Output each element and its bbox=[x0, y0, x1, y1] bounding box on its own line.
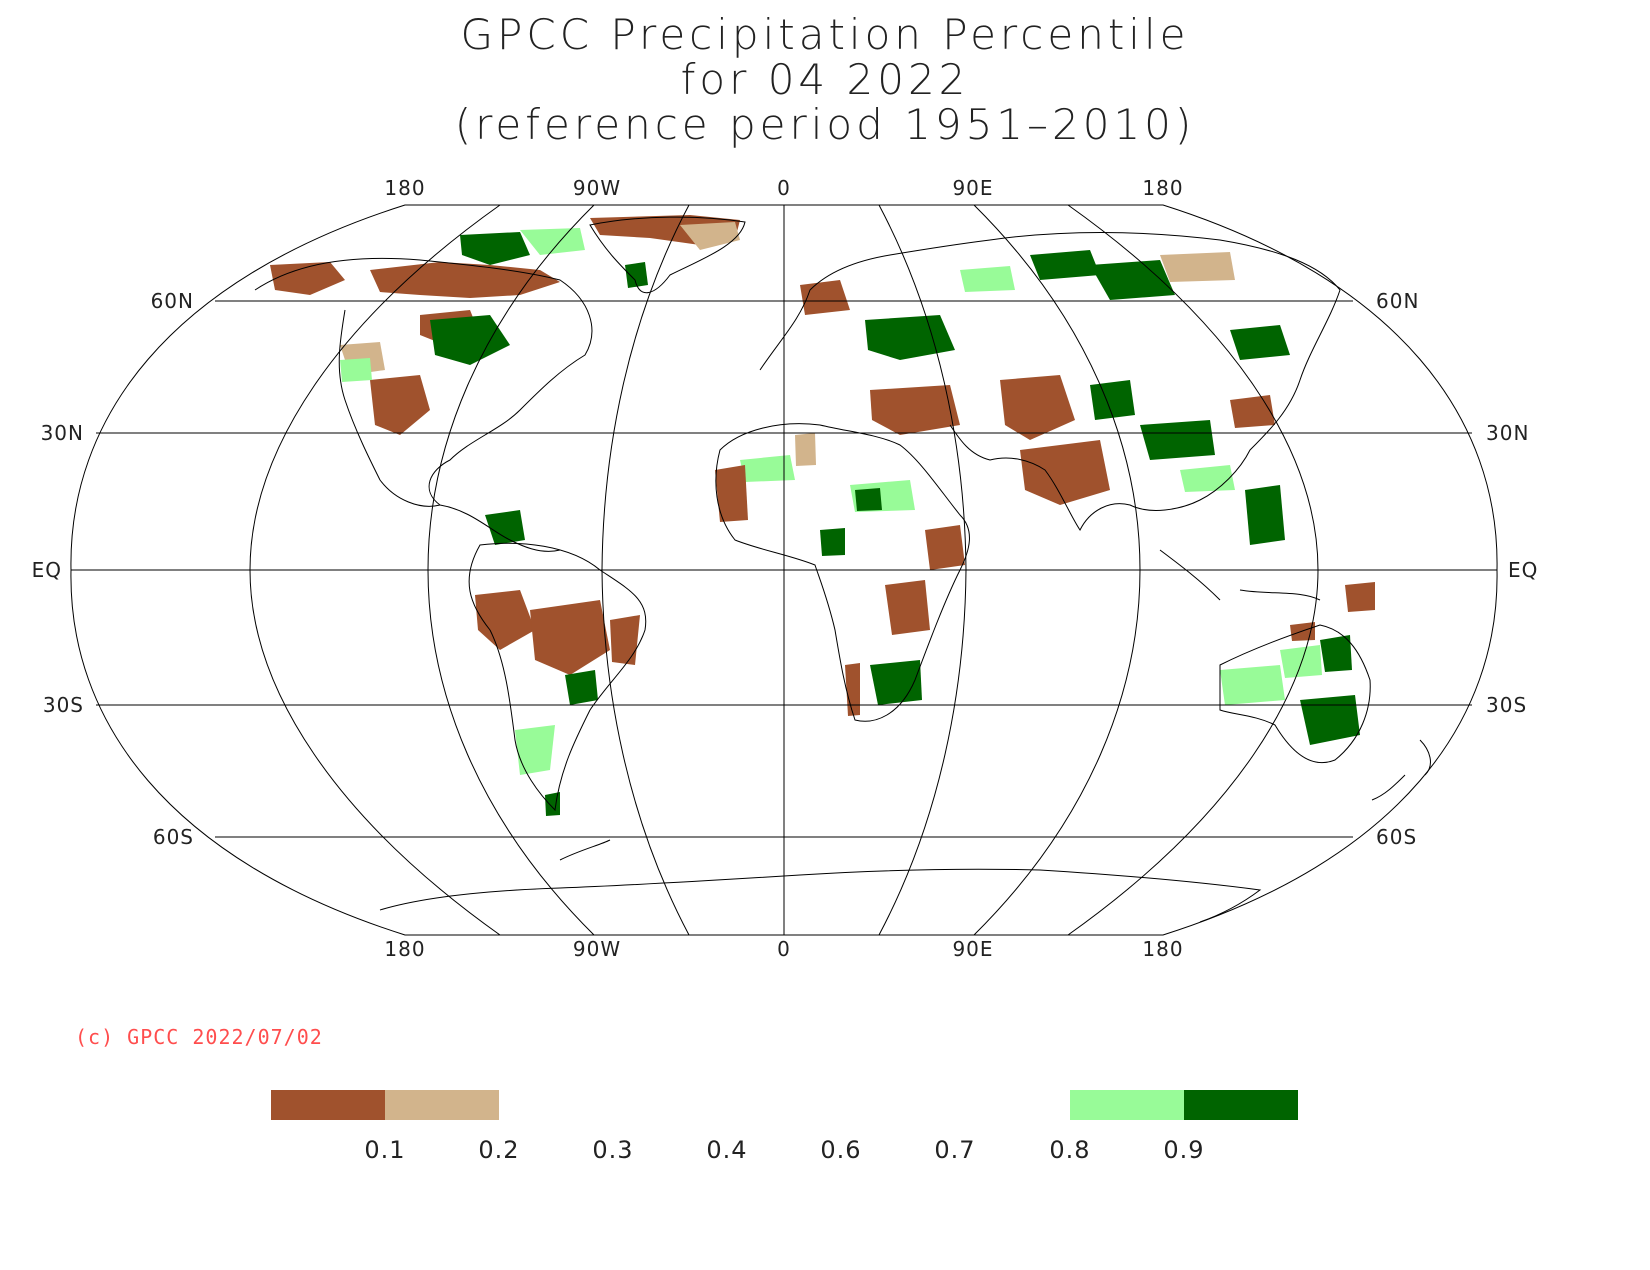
patch-very-wet bbox=[865, 315, 955, 360]
map-boundary bbox=[70, 204, 1498, 936]
patch-wet bbox=[960, 266, 1015, 292]
patch-very-wet bbox=[1230, 325, 1290, 360]
legend-tick: 0.8 bbox=[1049, 1136, 1090, 1164]
longitude-line-135w bbox=[249, 204, 501, 936]
patch-very-dry bbox=[845, 663, 860, 716]
lat-label-right-eq: EQ bbox=[1508, 558, 1538, 582]
patch-very-wet bbox=[565, 670, 598, 705]
patch-very-wet bbox=[1030, 250, 1100, 280]
patch-very-wet bbox=[625, 262, 648, 288]
longitude-line-135e bbox=[1067, 204, 1319, 936]
legend-tick: 0.7 bbox=[934, 1136, 975, 1164]
patch-wet bbox=[340, 358, 372, 382]
lon-label-bottom-180e: 180 bbox=[1142, 937, 1183, 961]
patch-dry bbox=[795, 433, 816, 466]
coastlines bbox=[254, 216, 1431, 923]
patch-very-dry bbox=[370, 262, 560, 298]
patch-very-wet bbox=[855, 488, 882, 511]
legend-tick: 0.9 bbox=[1163, 1136, 1204, 1164]
patch-very-dry bbox=[270, 262, 345, 295]
graticule bbox=[70, 204, 1498, 936]
map-title-line-1: GPCC Precipitation Percentile bbox=[460, 10, 1190, 59]
legend-bin-dry bbox=[385, 1090, 499, 1120]
lat-label-right-60s: 60S bbox=[1376, 825, 1417, 849]
patch-very-dry bbox=[1230, 395, 1275, 428]
map-title-line-2: for 04 2022 bbox=[680, 55, 970, 104]
longitude-line-45e bbox=[878, 204, 967, 936]
lon-label-top-90w: 90W bbox=[573, 176, 621, 200]
patch-very-wet bbox=[1090, 260, 1175, 300]
map-title-line-3: (reference period 1951–2010) bbox=[454, 100, 1196, 149]
lon-label-bottom-90w: 90W bbox=[573, 937, 621, 961]
lat-label-left-30s: 30S bbox=[43, 693, 84, 717]
patch-very-dry bbox=[1000, 375, 1075, 440]
copyright-notice: (c) GPCC 2022/07/02 bbox=[75, 1025, 323, 1049]
lon-label-bottom-180w: 180 bbox=[384, 937, 425, 961]
legend-tick: 0.1 bbox=[364, 1136, 405, 1164]
patch-very-dry bbox=[870, 385, 960, 435]
patch-very-dry bbox=[530, 600, 610, 675]
legend-bin-very-wet bbox=[1184, 1090, 1298, 1120]
lon-label-top-90e: 90E bbox=[952, 176, 993, 200]
precipitation-percentile-field bbox=[270, 215, 1375, 816]
lon-label-top-180w: 180 bbox=[384, 176, 425, 200]
patch-very-dry bbox=[370, 375, 430, 435]
patch-very-wet bbox=[1140, 420, 1215, 460]
legend-tick: 0.2 bbox=[478, 1136, 519, 1164]
patch-very-wet bbox=[1245, 485, 1285, 545]
patch-very-wet bbox=[485, 510, 525, 545]
patch-dry bbox=[1160, 252, 1235, 282]
patch-very-wet bbox=[1320, 635, 1352, 672]
legend-tick: 0.6 bbox=[820, 1136, 861, 1164]
lat-label-left-60n: 60N bbox=[151, 289, 194, 313]
lon-label-top-180e: 180 bbox=[1142, 176, 1183, 200]
patch-very-dry bbox=[885, 580, 930, 635]
patch-wet bbox=[1220, 665, 1285, 705]
patch-very-dry bbox=[475, 590, 535, 650]
lat-label-left-60s: 60S bbox=[153, 825, 194, 849]
legend-bin-wet bbox=[1070, 1090, 1184, 1120]
lat-label-right-30s: 30S bbox=[1486, 693, 1527, 717]
patch-very-wet bbox=[1300, 695, 1360, 745]
longitude-line-90e bbox=[973, 204, 1141, 936]
legend-tick: 0.3 bbox=[592, 1136, 633, 1164]
patch-very-wet bbox=[430, 315, 510, 365]
patch-very-dry bbox=[610, 615, 640, 665]
patch-wet bbox=[520, 228, 585, 255]
patch-very-dry bbox=[715, 465, 748, 522]
patch-dry bbox=[680, 222, 740, 250]
lon-label-bottom-0: 0 bbox=[777, 937, 791, 961]
lat-label-right-60n: 60N bbox=[1376, 289, 1419, 313]
lon-label-top-0: 0 bbox=[777, 176, 791, 200]
patch-very-dry bbox=[1020, 440, 1110, 505]
patch-very-wet bbox=[870, 660, 922, 705]
patch-very-wet bbox=[460, 232, 530, 265]
patch-wet bbox=[515, 725, 555, 775]
lat-label-left-30n: 30N bbox=[41, 421, 84, 445]
patch-very-dry bbox=[925, 525, 965, 570]
patch-very-dry bbox=[1345, 582, 1375, 612]
longitude-line-90w bbox=[427, 204, 595, 936]
patch-very-wet bbox=[545, 792, 560, 816]
legend-tick: 0.4 bbox=[706, 1136, 747, 1164]
patch-very-wet bbox=[1090, 380, 1135, 420]
patch-wet bbox=[740, 455, 795, 482]
patch-wet bbox=[1280, 645, 1322, 678]
lat-label-right-30n: 30N bbox=[1486, 421, 1529, 445]
patch-wet bbox=[1180, 465, 1235, 492]
patch-very-dry bbox=[800, 280, 850, 315]
axis-labels: 180 90W 0 90E 180 180 90W 0 90E 180 60N … bbox=[32, 176, 1538, 961]
world-map: 180 90W 0 90E 180 180 90W 0 90E 180 60N … bbox=[32, 176, 1538, 961]
longitude-line-45w bbox=[601, 204, 690, 936]
color-legend: 0.1 0.2 0.3 0.4 0.6 0.7 0.8 0.9 bbox=[271, 1090, 1298, 1164]
patch-very-wet bbox=[820, 528, 845, 556]
lon-label-bottom-90e: 90E bbox=[952, 937, 993, 961]
lat-label-left-eq: EQ bbox=[32, 558, 62, 582]
legend-bin-very-dry bbox=[271, 1090, 385, 1120]
